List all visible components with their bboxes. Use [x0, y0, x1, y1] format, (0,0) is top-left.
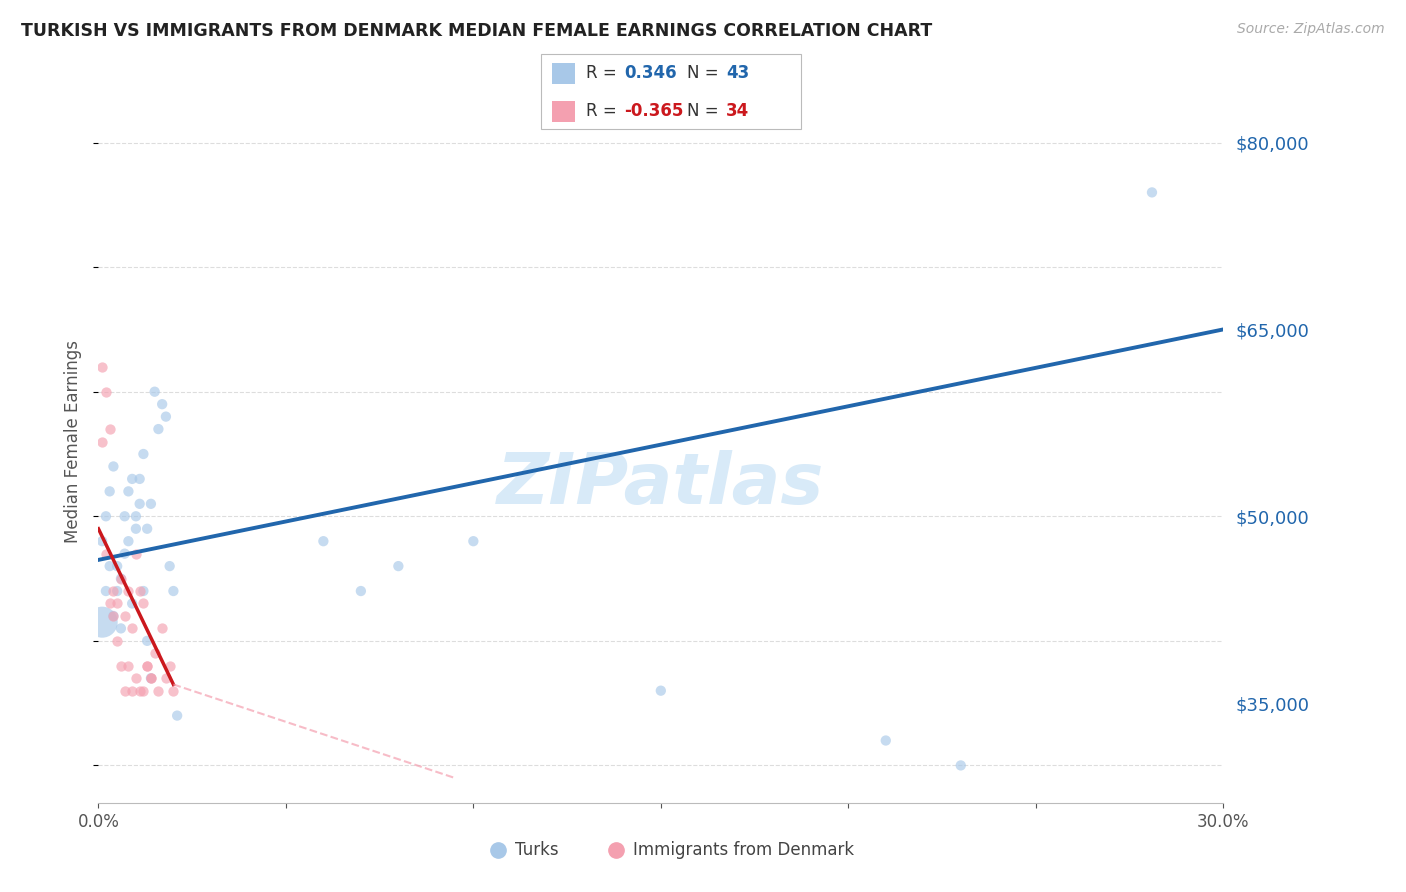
Point [139, 671, 162, 685]
Point [98, 422, 121, 436]
Point [128, 497, 150, 511]
Point [132, 447, 155, 461]
Point [94, 584, 117, 599]
Point [162, 683, 184, 698]
Point [110, 621, 132, 635]
Point [105, 633, 128, 648]
Point [103, 459, 125, 474]
Point [105, 584, 128, 599]
Point [136, 658, 159, 673]
Point [128, 584, 150, 599]
Point [150, 397, 173, 411]
Point [132, 683, 155, 698]
Point [159, 559, 181, 574]
Point [94, 384, 117, 399]
Point [139, 671, 162, 685]
Point [136, 522, 159, 536]
Text: Source: ZipAtlas.com: Source: ZipAtlas.com [1237, 22, 1385, 37]
Point [312, 534, 335, 549]
Text: Turks: Turks [515, 841, 558, 859]
Point [103, 609, 125, 624]
Point [103, 584, 125, 599]
Point [94, 547, 117, 561]
Point [136, 658, 159, 673]
Point [148, 422, 170, 436]
Point [949, 758, 972, 772]
Point [98, 559, 121, 574]
Text: ZIPatlas: ZIPatlas [498, 450, 824, 519]
Point [132, 584, 155, 599]
Point [98, 597, 121, 611]
Point [128, 683, 150, 698]
Point [159, 658, 181, 673]
Point [110, 572, 132, 586]
Point [114, 609, 136, 624]
Point [91, 359, 114, 374]
Point [1140, 186, 1163, 200]
Point [143, 384, 166, 399]
Y-axis label: Median Female Earnings: Median Female Earnings [65, 340, 83, 543]
Point [114, 547, 136, 561]
Point [125, 671, 148, 685]
Point [875, 733, 897, 747]
Text: R =: R = [585, 102, 621, 120]
Point [91, 434, 114, 449]
Point [117, 658, 139, 673]
Point [121, 597, 143, 611]
Point [139, 671, 162, 685]
Point [132, 597, 155, 611]
Text: N =: N = [688, 64, 724, 82]
Point [121, 472, 143, 486]
Text: -0.365: -0.365 [624, 102, 683, 120]
FancyBboxPatch shape [551, 62, 575, 84]
Point [117, 534, 139, 549]
Point [136, 633, 159, 648]
Point [98, 484, 121, 499]
Point [139, 497, 162, 511]
Point [155, 409, 177, 424]
Point [150, 621, 173, 635]
Point [162, 584, 184, 599]
Point [91, 615, 114, 630]
Point [387, 559, 409, 574]
Text: 43: 43 [725, 64, 749, 82]
Text: 0.346: 0.346 [624, 64, 678, 82]
Point [166, 708, 188, 723]
Point [121, 683, 143, 698]
Text: Immigrants from Denmark: Immigrants from Denmark [633, 841, 853, 859]
Point [110, 572, 132, 586]
Point [125, 509, 148, 524]
Point [114, 509, 136, 524]
Point [125, 522, 148, 536]
Point [105, 559, 128, 574]
Point [117, 484, 139, 499]
Point [125, 547, 148, 561]
Point [155, 671, 177, 685]
Point [121, 621, 143, 635]
FancyBboxPatch shape [541, 54, 801, 129]
Point [105, 597, 128, 611]
Point [463, 534, 485, 549]
Point [94, 509, 117, 524]
Point [128, 472, 150, 486]
Point [143, 646, 166, 660]
Point [91, 534, 114, 549]
Point [103, 609, 125, 624]
Point [650, 683, 672, 698]
Text: 34: 34 [725, 102, 749, 120]
Point [117, 584, 139, 599]
Point [114, 683, 136, 698]
Point [350, 584, 373, 599]
Point [110, 658, 132, 673]
Point [148, 683, 170, 698]
Text: N =: N = [688, 102, 724, 120]
Text: R =: R = [585, 64, 621, 82]
Text: TURKISH VS IMMIGRANTS FROM DENMARK MEDIAN FEMALE EARNINGS CORRELATION CHART: TURKISH VS IMMIGRANTS FROM DENMARK MEDIA… [21, 22, 932, 40]
FancyBboxPatch shape [551, 101, 575, 122]
